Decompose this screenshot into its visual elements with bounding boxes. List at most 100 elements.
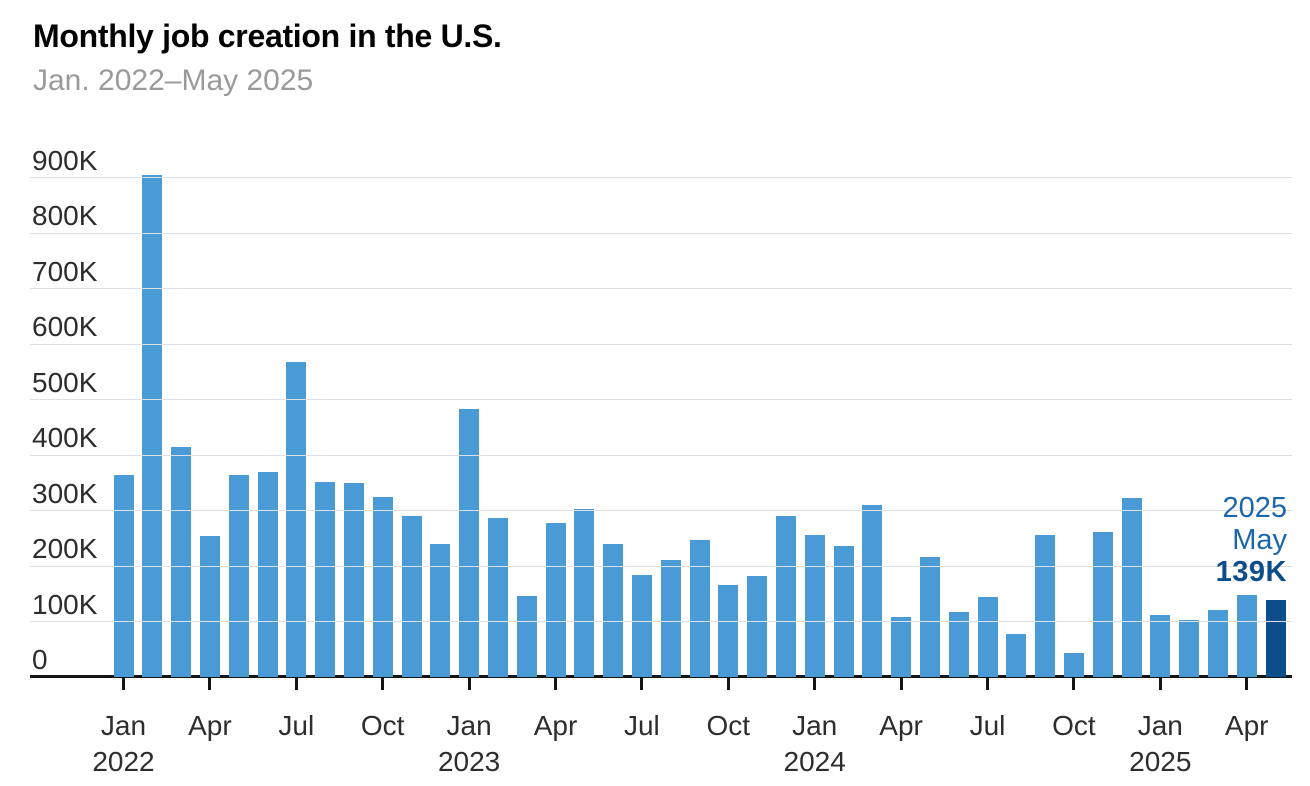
bar-sep-2024 [1035,535,1056,677]
x-tick-jan-2025 [1158,678,1162,690]
bar-dec-2024 [1121,497,1142,677]
x-label-oct-2022: Oct [360,710,405,741]
gridline-700k [30,288,1292,289]
x-year-label-2023: 2023 [437,746,501,777]
annotation-year: 2025 [1222,492,1287,524]
x-label-jul-2024: Jul [969,710,1006,741]
x-tick-apr-2022 [208,678,212,690]
x-label-oct-2023: Oct [706,710,751,741]
bar-mar-2024 [862,504,883,677]
x-tick-apr-2024 [899,678,903,690]
bar-may-2022 [228,474,249,677]
gridline-400k [30,454,1292,456]
gridline-800k [30,232,1292,234]
bar-mar-2025 [1207,610,1228,677]
x-tick-jan-2022 [122,678,125,690]
bar-nov-2023 [747,575,768,677]
bar-jun-2023 [603,543,624,677]
x-tick-oct-2023 [726,678,730,690]
x-tick-apr-2025 [1245,678,1249,690]
gridline-600k [30,343,1292,345]
bar-apr-2024 [891,617,912,677]
gridline-100k [30,621,1292,622]
annotation-value: 139K [1215,556,1287,588]
bar-may-2024 [919,557,940,677]
bar-oct-2023 [718,585,739,677]
bar-oct-2024 [1063,652,1084,677]
gridline-900k [30,177,1292,178]
x-tick-jul-2024 [986,678,989,690]
bar-apr-2022 [199,536,220,677]
x-label-apr-2025: Apr [1224,710,1269,741]
bar-mar-2023 [516,595,537,677]
y-axis-label-500k: 500K [32,366,98,398]
x-tick-jan-2024 [813,678,817,690]
bar-apr-2025 [1236,595,1257,677]
bar-feb-2022 [142,175,163,677]
bar-jul-2024 [977,597,998,677]
y-axis-label-200k: 200K [32,533,98,564]
x-label-jul-2023: Jul [623,710,660,741]
bar-aug-2022 [315,481,336,677]
x-tick-oct-2024 [1072,678,1076,690]
x-tick-jul-2022 [294,678,298,690]
bar-oct-2022 [372,497,393,677]
y-axis-label-100k: 100K [32,588,98,620]
x-tick-jan-2023 [467,678,471,690]
x-label-apr-2022: Apr [188,710,232,741]
y-axis-label-600k: 600K [32,311,98,342]
highlight-annotation: 2025 May 139K [1216,492,1287,588]
x-label-jan-2024: Jan [792,710,838,741]
bar-jan-2023 [459,409,480,677]
bar-feb-2025 [1179,620,1200,677]
bar-nov-2024 [1092,532,1113,677]
y-axis-label-300k: 300K [32,477,98,509]
bar-aug-2023 [660,560,681,677]
x-label-oct-2024: Oct [1052,710,1096,741]
x-label-apr-2023: Apr [533,710,578,741]
x-year-label-2025: 2025 [1129,746,1192,777]
bar-may-2025 [1265,599,1286,677]
x-label-jan-2023: Jan [446,710,492,741]
x-year-label-2024: 2024 [783,746,846,777]
gridline-200k [30,565,1292,567]
x-label-jan-2025: Jan [1137,710,1183,741]
bar-aug-2024 [1006,633,1027,677]
x-tick-oct-2022 [381,678,385,690]
chart-title: Monthly job creation in the U.S. [33,18,502,54]
bar-feb-2023 [487,517,508,677]
bar-jan-2022 [113,474,134,677]
bar-jun-2022 [257,471,278,677]
bar-jul-2022 [286,361,307,677]
bar-dec-2023 [775,516,796,677]
bar-sep-2023 [689,540,710,677]
x-tick-apr-2023 [554,678,557,690]
gridline-500k [30,399,1292,400]
bar-jul-2023 [631,574,652,677]
y-axis-label-400k: 400K [32,422,98,453]
bar-nov-2022 [401,516,422,677]
x-label-apr-2024: Apr [879,710,923,741]
bar-jan-2025 [1150,615,1171,677]
y-axis-label-0: 0 [32,644,48,675]
x-tick-jul-2023 [640,678,644,690]
bar-may-2023 [574,508,595,677]
x-label-jul-2022: Jul [278,710,315,741]
y-axis-label-800k: 800K [32,200,98,231]
bar-jan-2024 [804,534,825,677]
annotation-month: May [1232,524,1287,556]
x-label-jan-2022: Jan [100,710,147,741]
bar-feb-2024 [833,546,854,677]
bar-jun-2024 [948,611,969,677]
x-year-label-2022: 2022 [92,746,155,777]
gridline-300k [30,510,1292,511]
bar-mar-2022 [171,447,192,677]
bar-apr-2023 [545,522,566,677]
bar-dec-2022 [430,544,451,677]
chart-subtitle: Jan. 2022–May 2025 [33,64,314,97]
y-axis-label-900k: 900K [32,144,98,176]
bar-sep-2022 [343,482,364,677]
y-axis-label-700k: 700K [32,255,98,287]
